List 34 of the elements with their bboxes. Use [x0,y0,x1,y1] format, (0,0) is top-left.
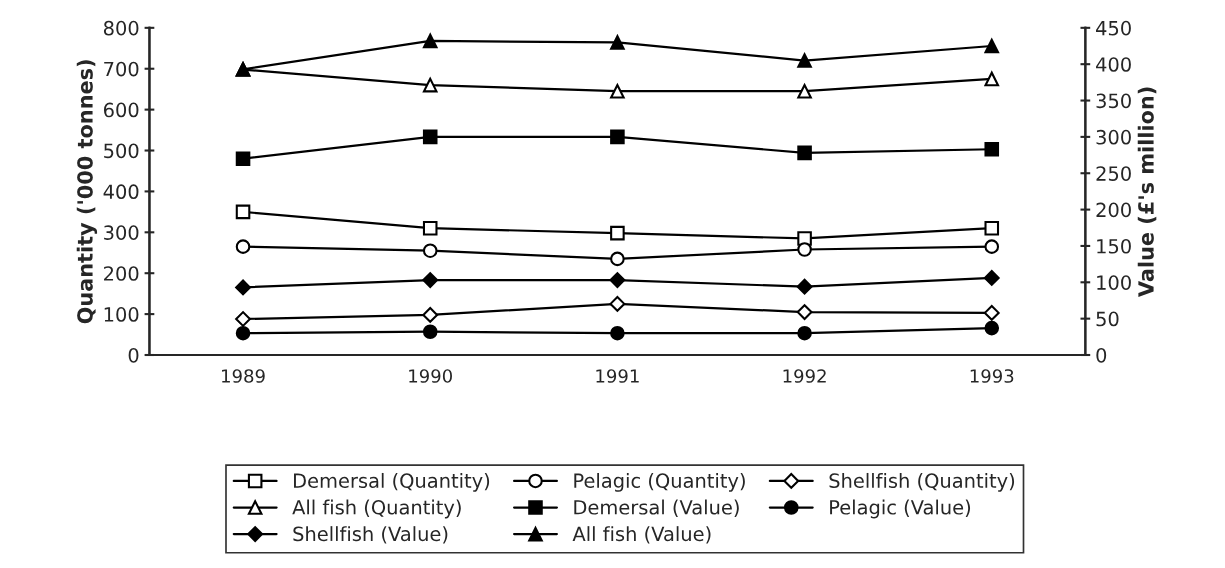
y-tick-label: 0 [128,347,139,363]
y-axis-title: Quantity ('000 tonnes) [76,60,98,324]
legend-label: All fish (Value) [572,526,711,544]
legend-label: All fish (Quantity) [292,499,461,519]
x-tick-label: 1993 [970,369,1014,383]
y-tick-label: 600 [103,102,139,118]
y2-tick-label: 250 [1096,166,1131,181]
legend-label: Shellfish (Quantity) [829,472,1015,492]
x-tick-label: 1990 [409,369,452,383]
legend-label: Pelagic (Quantity) [574,472,745,492]
x-tick-label: 1992 [783,369,826,383]
y-tick-label: 200 [104,266,139,281]
y-tick-label: 800 [103,20,139,36]
y2-tick-label: 150 [1097,238,1131,254]
y2-tick-label: 350 [1096,93,1131,109]
y2-tick-label: 50 [1096,311,1119,327]
legend-label: Shellfish (Value) [293,526,448,544]
y2-tick-label: 450 [1096,20,1131,36]
legend-label: Pelagic (Value) [830,499,971,519]
y-tick-label: 700 [104,61,139,77]
y2-tick-label: 200 [1096,202,1131,218]
y2-tick-label: 0 [1096,347,1107,363]
y-tick-label: 300 [104,225,139,240]
y-tick-label: 500 [104,143,139,159]
y2-tick-label: 100 [1097,275,1131,290]
legend-label: Demersal (Value) [574,499,739,517]
y-tick-label: 400 [103,184,139,200]
legend-label: Demersal (Quantity) [294,472,490,492]
y2-tick-label: 300 [1096,129,1131,145]
x-tick-label: 1989 [222,369,265,383]
y2-tick-label: 400 [1096,57,1131,72]
y-tick-label: 100 [104,307,139,322]
y2-axis-title: Value (£'s million) [1137,87,1157,298]
x-tick-label: 1991 [596,369,639,383]
